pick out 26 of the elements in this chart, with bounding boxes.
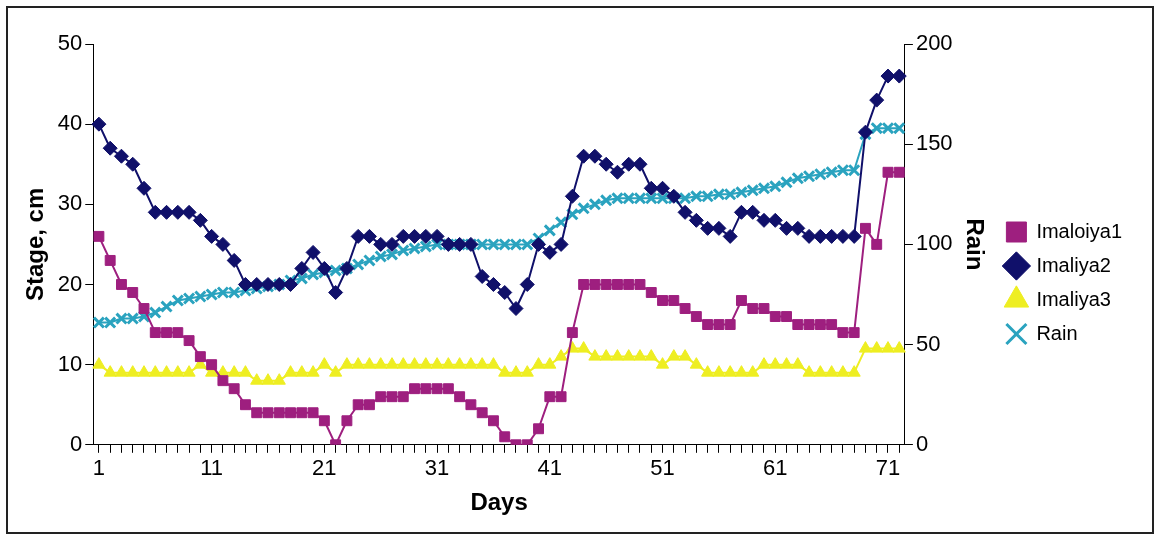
- y-tick-label: 10: [57, 350, 83, 376]
- x-tick-label: 51: [650, 455, 675, 481]
- x-tick-label: 61: [763, 455, 788, 481]
- x-tick-label: 11: [200, 455, 224, 481]
- y2-tick-label: 50: [915, 330, 941, 356]
- legend-label: Rain: [1036, 321, 1078, 344]
- x-tick-label: 31: [424, 455, 450, 481]
- y2-axis-title: Rain: [962, 218, 990, 271]
- x-tick-label: 1: [92, 455, 106, 481]
- x-tick-label: 41: [537, 455, 563, 481]
- y-tick-label: 20: [57, 270, 83, 296]
- y2-tick-label: 0: [915, 430, 929, 456]
- y-tick-label: 50: [57, 30, 83, 56]
- legend-label: Imaliya2: [1036, 253, 1111, 276]
- y-tick-label: 0: [70, 430, 83, 456]
- x-tick-label: 21: [312, 455, 337, 481]
- legend-label: Imaliya3: [1036, 287, 1111, 310]
- y2-tick-label: 200: [915, 30, 953, 56]
- y-tick-label: 30: [57, 190, 83, 216]
- y-tick-label: 40: [57, 110, 83, 136]
- y2-tick-label: 150: [915, 130, 953, 156]
- y2-tick-label: 100: [915, 230, 953, 256]
- x-tick-label: 71: [875, 455, 901, 481]
- legend-label: Imaloiya1: [1036, 219, 1123, 242]
- y-axis-title: Stage, cm: [21, 187, 49, 302]
- x-axis-title: Days: [470, 488, 528, 516]
